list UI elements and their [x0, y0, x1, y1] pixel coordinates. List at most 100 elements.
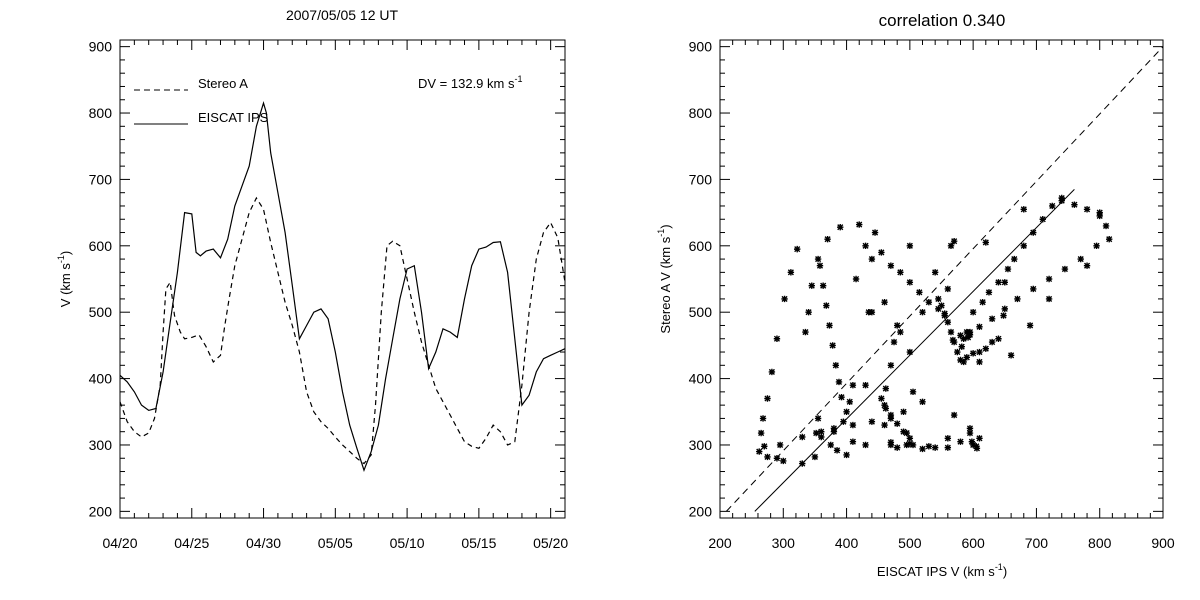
scatter-point [1007, 352, 1015, 359]
right-y-tick-label: 900 [689, 39, 713, 55]
scatter-point [881, 299, 888, 306]
left-x-axis: 04/20 04/25 04/30 05/05 05/10 05/15 05/20 [102, 40, 568, 551]
scatter-point [816, 262, 824, 269]
right-x-tick-label: 700 [1025, 535, 1049, 551]
scatter-point [982, 239, 989, 246]
right-x-tick-label: 800 [1088, 535, 1112, 551]
scatter-point [909, 441, 917, 449]
scatter-point [931, 444, 939, 451]
left-y-tick-label: 600 [89, 238, 113, 254]
scatter-point [919, 308, 926, 316]
scatter-point [811, 453, 819, 461]
scatter-point [1106, 235, 1113, 243]
scatter-point [830, 428, 838, 435]
scatter-point [835, 378, 843, 386]
scatter-point [903, 429, 910, 437]
scatter-point [829, 342, 836, 349]
scatter-point [919, 398, 926, 406]
scatter-point [890, 338, 898, 346]
scatter-point [773, 335, 781, 342]
scatter-point [957, 332, 964, 339]
scatter-point [1030, 229, 1037, 236]
scatter-point [894, 444, 901, 451]
scatter-point [761, 443, 768, 450]
scatter-point [881, 401, 888, 409]
scatter-point [887, 415, 895, 422]
scatter-point [802, 328, 809, 336]
scatter-point [968, 438, 976, 445]
left-y-tick-label: 300 [89, 437, 113, 453]
scatter-point [1039, 216, 1046, 223]
scatter-point [787, 269, 795, 276]
scatter-point [837, 224, 844, 231]
scatter-point [1049, 202, 1056, 210]
dv-annotation: DV = 132.9 km s-1 [418, 74, 522, 91]
left-y-tick-label: 900 [89, 39, 113, 55]
scatter-point [1000, 312, 1007, 319]
scatter-point [814, 255, 822, 263]
scatter-point [900, 428, 907, 435]
scatter-point [887, 362, 895, 369]
legend-eiscat-label: EISCAT IPS [198, 110, 269, 125]
scatter-point [925, 443, 933, 450]
scatter-point [976, 358, 983, 366]
scatter-point [979, 299, 986, 306]
scatter-point [1083, 206, 1091, 213]
scatter-point [954, 348, 961, 356]
scatter-point [988, 338, 996, 346]
left-legend: Stereo A EISCAT IPS [134, 76, 269, 125]
equality-reference-line [725, 46, 1164, 512]
left-chart-title: 2007/05/05 12 UT [286, 7, 399, 23]
right-y-axis-label-close: ) [658, 224, 673, 228]
scatter-point [988, 315, 996, 323]
scatter-point [935, 305, 942, 313]
scatter-point [871, 229, 879, 236]
right-x-tick-label: 400 [835, 535, 859, 551]
right-x-tick-label: 900 [1151, 535, 1175, 551]
scatter-point [1014, 295, 1021, 303]
scatter-point [969, 308, 977, 316]
scatter-point [882, 405, 890, 412]
scatter-point [852, 275, 860, 283]
scatter-point [995, 335, 1002, 342]
scatter-point [794, 245, 801, 253]
scatter-point [958, 343, 965, 350]
stereo-a-series-line [119, 196, 566, 465]
right-y-tick-label: 800 [689, 105, 713, 121]
scatter-point [1058, 197, 1065, 204]
dv-annotation-sup: -1 [514, 74, 522, 84]
scatter-point [947, 328, 955, 336]
scatter-point [897, 328, 904, 336]
left-plot-frame [119, 39, 566, 519]
scatter-point [878, 249, 885, 256]
scatter-point [931, 269, 939, 276]
scatter-point [966, 328, 974, 336]
scatter-point [906, 440, 914, 447]
scatter-point [808, 282, 815, 289]
scatter-point [1011, 255, 1018, 263]
right-x-tick-label: 600 [961, 535, 985, 551]
scatter-point [950, 237, 958, 245]
scatter-point [1026, 322, 1034, 329]
scatter-point [1077, 255, 1084, 263]
scatter-point [969, 350, 977, 357]
scatter-point [944, 444, 952, 451]
scatter-point [773, 455, 781, 462]
scatter-point [919, 445, 926, 453]
scatter-point [976, 323, 983, 330]
eiscat-ips-series-line [119, 101, 566, 472]
scatter-point [944, 285, 952, 293]
scatter-point [909, 388, 917, 396]
scatter-point [897, 269, 904, 276]
scatter-point [849, 382, 857, 389]
scatter-point [938, 302, 945, 309]
scatter-point [960, 335, 967, 342]
scatter-point [882, 385, 890, 392]
scatter-point [823, 302, 830, 309]
left-y-tick-label: 500 [89, 304, 113, 320]
scatter-point [944, 435, 952, 442]
scatter-point [818, 428, 825, 435]
scatter-point [838, 393, 845, 401]
scatter-point [768, 368, 776, 376]
